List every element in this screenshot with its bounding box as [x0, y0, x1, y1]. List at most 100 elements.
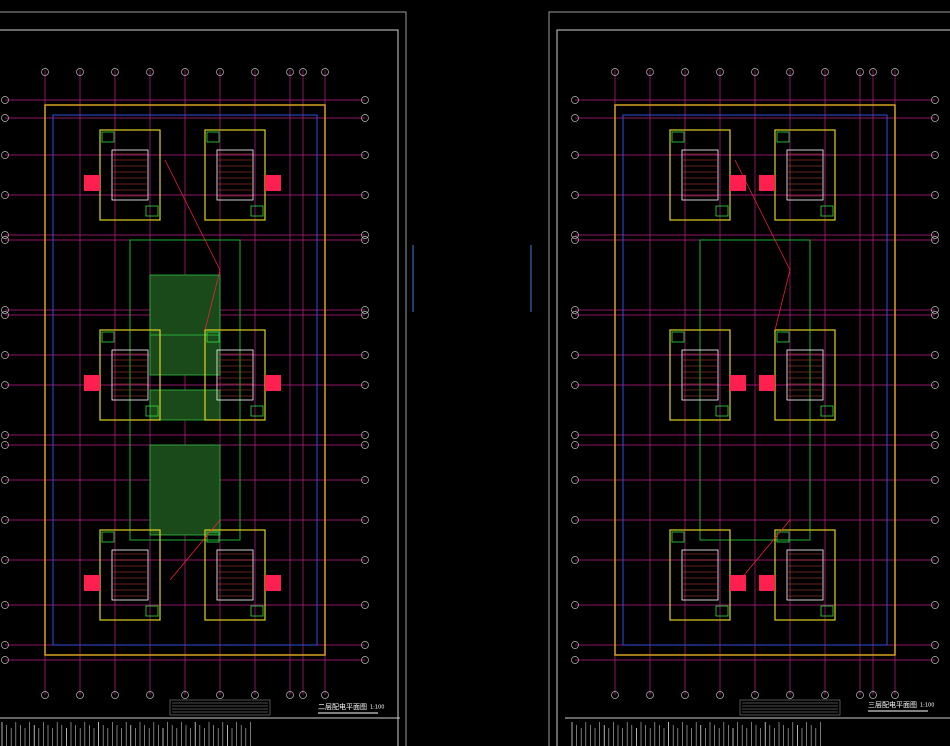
axis-bubble — [681, 691, 689, 699]
inner-wall — [622, 114, 888, 646]
stair — [681, 549, 719, 601]
axis-bubble — [751, 68, 759, 76]
axis-bubble — [361, 441, 369, 449]
axis-bubble — [931, 96, 939, 104]
green-shaft — [671, 531, 685, 543]
axis-bubble — [361, 556, 369, 564]
green-shaft — [715, 605, 729, 617]
axis-bubble — [1, 351, 9, 359]
axis-bubble — [611, 68, 619, 76]
red-block — [759, 575, 775, 591]
red-block — [265, 175, 281, 191]
axis-bubble — [251, 691, 259, 699]
stair — [111, 349, 149, 401]
axis-bubble — [571, 151, 579, 159]
sheet-title: 二层配电平面图 — [318, 702, 367, 711]
axis-bubble — [786, 68, 794, 76]
axis-bubble — [931, 656, 939, 664]
green-shaft — [776, 531, 790, 543]
axis-bubble — [869, 68, 877, 76]
axis-bubble — [1, 476, 9, 484]
axis-bubble — [361, 656, 369, 664]
axis-bubble — [856, 68, 864, 76]
axis-bubble — [1, 656, 9, 664]
axis-bubble — [716, 691, 724, 699]
axis-bubble — [146, 68, 154, 76]
green-shaft — [145, 605, 159, 617]
axis-bubble — [1, 556, 9, 564]
axis-bubble — [1, 191, 9, 199]
green-shaft — [820, 405, 834, 417]
axis-bubble — [361, 516, 369, 524]
stair — [111, 549, 149, 601]
outer-wall — [44, 104, 326, 656]
axis-bubble — [111, 68, 119, 76]
axis-bubble — [751, 691, 759, 699]
stair — [786, 149, 824, 201]
green-shaft — [715, 405, 729, 417]
red-block — [730, 375, 746, 391]
axis-bubble — [716, 68, 724, 76]
red-block — [730, 575, 746, 591]
axis-bubble — [646, 68, 654, 76]
green-shaft — [250, 605, 264, 617]
axis-bubble — [216, 691, 224, 699]
hatch-area — [149, 389, 221, 421]
green-shaft — [101, 131, 115, 143]
outer-wall — [614, 104, 896, 656]
axis-bubble — [1, 431, 9, 439]
sheet-border — [556, 29, 950, 746]
axis-bubble — [216, 68, 224, 76]
green-shaft — [715, 205, 729, 217]
axis-bubble — [571, 231, 579, 239]
axis-bubble — [931, 381, 939, 389]
hatch-area — [149, 444, 221, 536]
axis-bubble — [361, 191, 369, 199]
axis-bubble — [571, 306, 579, 314]
green-shaft — [250, 205, 264, 217]
axis-bubble — [1, 151, 9, 159]
axis-bubble — [361, 431, 369, 439]
sheet-frame — [0, 11, 407, 746]
axis-bubble — [891, 691, 899, 699]
stair — [786, 549, 824, 601]
stair — [111, 149, 149, 201]
axis-bubble — [41, 68, 49, 76]
sheet-title: 三层配电平面图 — [868, 700, 917, 709]
red-block — [265, 575, 281, 591]
green-shaft — [145, 405, 159, 417]
axis-bubble — [361, 476, 369, 484]
axis-bubble — [571, 114, 579, 122]
axis-bubble — [821, 691, 829, 699]
axis-bubble — [1, 381, 9, 389]
axis-bubble — [286, 68, 294, 76]
axis-bubble — [1, 236, 9, 244]
green-shaft — [820, 205, 834, 217]
axis-bubble — [869, 691, 877, 699]
axis-bubble — [361, 231, 369, 239]
axis-bubble — [1, 601, 9, 609]
green-shaft — [820, 605, 834, 617]
axis-bubble — [931, 231, 939, 239]
axis-bubble — [571, 656, 579, 664]
green-shaft — [145, 205, 159, 217]
green-shaft — [206, 131, 220, 143]
axis-bubble — [111, 691, 119, 699]
axis-bubble — [321, 68, 329, 76]
axis-bubble — [931, 431, 939, 439]
axis-bubble — [891, 68, 899, 76]
axis-bubble — [361, 601, 369, 609]
axis-bubble — [856, 691, 864, 699]
axis-bubble — [361, 114, 369, 122]
wiring — [734, 159, 791, 581]
axis-bubble — [251, 68, 259, 76]
green-shaft — [101, 331, 115, 343]
axis-bubble — [1, 641, 9, 649]
red-block — [730, 175, 746, 191]
axis-bubble — [571, 516, 579, 524]
stair — [216, 349, 254, 401]
axis-bubble — [1, 114, 9, 122]
axis-bubble — [361, 96, 369, 104]
green-shaft — [206, 531, 220, 543]
